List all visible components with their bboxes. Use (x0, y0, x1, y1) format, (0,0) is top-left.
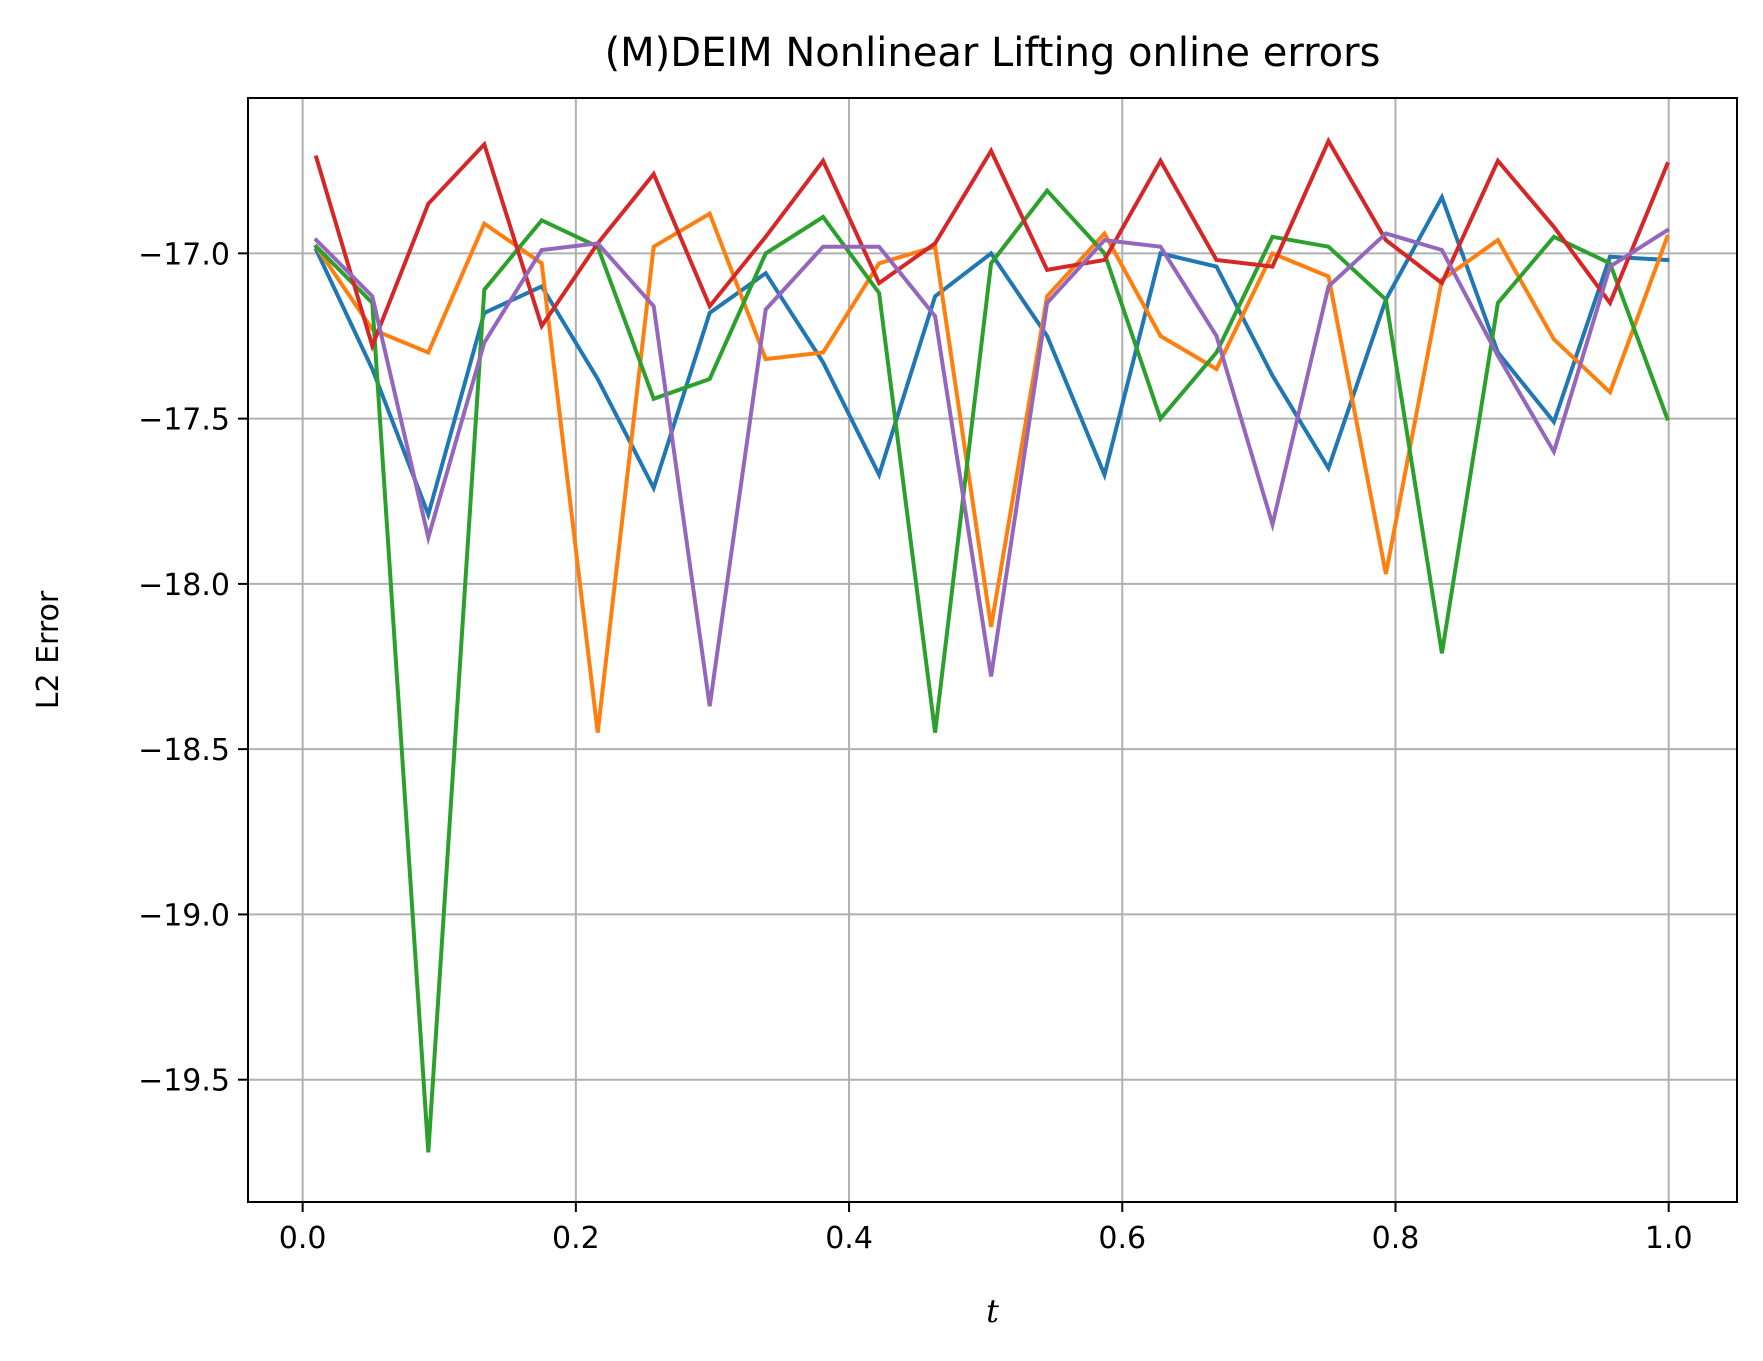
x-tick-label: 0.2 (552, 1221, 600, 1256)
y-tick-label: −19.5 (138, 1064, 230, 1099)
y-axis-label: L2 Error (31, 590, 66, 709)
series-layer (313, 136, 1671, 1153)
plot-area-frame (247, 97, 1738, 1203)
x-axis-label: t (986, 1292, 999, 1330)
y-tick-label: −17.0 (138, 237, 230, 272)
y-tick-label: −17.5 (138, 403, 230, 438)
x-tick-label: 0.8 (1372, 1221, 1420, 1256)
axis-ticks: 0.0 0.2 0.4 0.6 0.8 1.0 −17.0 −17.5 −18.0 −18.5 −1… (138, 237, 1692, 1256)
grid (248, 98, 1737, 1202)
series-line-5 (313, 227, 1671, 707)
y-tick-label: −18.5 (138, 733, 230, 768)
x-tick-label: 0.4 (825, 1221, 873, 1256)
y-tick-label: −18.0 (138, 568, 230, 603)
series-line-1 (313, 192, 1670, 521)
y-tick-label: −19.0 (138, 898, 230, 933)
series-line-4 (313, 136, 1670, 353)
chart-title: (M)DEIM Nonlinear Lifting online errors (605, 30, 1381, 76)
series-line-3 (313, 187, 1670, 1153)
x-tick-label: 0.6 (1098, 1221, 1146, 1256)
x-tick-label: 0.0 (279, 1221, 327, 1256)
x-tick-label: 1.0 (1645, 1221, 1693, 1256)
